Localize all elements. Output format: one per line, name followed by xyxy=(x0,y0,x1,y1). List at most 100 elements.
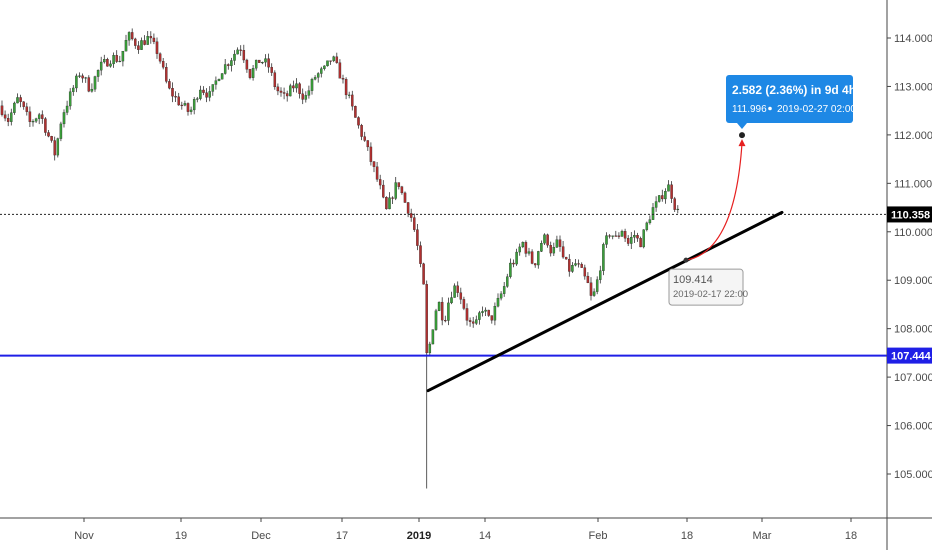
candle xyxy=(310,77,314,95)
price-tick-label: 110.000 xyxy=(894,227,932,239)
candle-body-down xyxy=(468,320,472,322)
candle xyxy=(400,185,404,195)
candle xyxy=(549,241,552,257)
last-price-flag: 110.358 xyxy=(887,206,932,223)
candle xyxy=(564,256,568,260)
candle xyxy=(103,54,106,64)
time-tick-label: 17 xyxy=(336,530,348,542)
projection-start-point[interactable] xyxy=(683,257,689,263)
candle xyxy=(84,76,87,83)
candle-body-down xyxy=(279,90,283,93)
candle xyxy=(267,53,270,73)
candle xyxy=(72,85,75,96)
projection-arrowhead xyxy=(738,139,746,147)
price-axis-ticks[interactable]: 105.000 106.000 107.000 108.000 109.000 110.0… xyxy=(887,33,932,481)
candle xyxy=(484,307,487,316)
candle xyxy=(589,277,593,301)
candle xyxy=(382,180,385,199)
candle-body-down xyxy=(239,49,242,51)
candle xyxy=(22,101,25,110)
candle xyxy=(19,94,22,108)
candle xyxy=(558,235,562,252)
candle xyxy=(465,303,469,326)
candle xyxy=(540,240,543,252)
candle-body-up xyxy=(220,73,224,80)
candle xyxy=(490,315,494,324)
candle xyxy=(530,249,534,265)
candle-body-down xyxy=(81,75,84,79)
candle xyxy=(258,59,261,63)
candle xyxy=(639,236,642,248)
candle-body-down xyxy=(372,161,376,167)
candle xyxy=(121,50,125,67)
candle xyxy=(168,78,171,90)
candle-body-up xyxy=(62,112,66,125)
candle-body-up xyxy=(481,311,484,313)
candle xyxy=(645,221,649,232)
candle-body-up xyxy=(592,291,596,296)
candle xyxy=(499,291,503,301)
price-tick-label: 109.000 xyxy=(894,275,932,287)
projection-end-point[interactable] xyxy=(739,132,745,139)
candle xyxy=(53,136,56,161)
candle-body-down xyxy=(360,125,363,137)
candle-body-up xyxy=(304,95,308,100)
price-tick-label: 107.000 xyxy=(894,372,932,384)
candle-body-down xyxy=(558,239,562,247)
candle-body-up xyxy=(611,235,614,237)
candle-body-down xyxy=(50,136,53,141)
candle-body-down xyxy=(416,229,419,246)
candle-body-down xyxy=(273,72,277,88)
candle-body-down xyxy=(636,235,639,239)
candle xyxy=(630,232,633,250)
candle xyxy=(571,262,574,273)
time-tick-label: 18 xyxy=(845,530,857,542)
projection-tooltip-value: 111.996 xyxy=(732,104,767,115)
candle xyxy=(651,203,655,220)
candle-body-up xyxy=(233,53,236,61)
candle xyxy=(335,52,339,64)
candle-body-up xyxy=(506,276,509,287)
time-tick-label: 2019 xyxy=(407,530,431,542)
projection-tooltip-change: 2.582 (2.36%) in 9d 4h xyxy=(732,83,856,97)
candle xyxy=(106,57,109,67)
time-axis-ticks[interactable]: Nov 19 Dec 17 2019 14 Feb 18 Mar 18 xyxy=(74,518,857,542)
candle xyxy=(25,102,29,116)
candle xyxy=(152,33,156,45)
candle xyxy=(87,75,91,93)
candle-body-down xyxy=(168,81,171,89)
candle xyxy=(174,91,177,102)
candle-body-down xyxy=(608,235,611,237)
candle-body-down xyxy=(589,282,593,296)
candle-body-down xyxy=(338,62,342,79)
candle xyxy=(316,72,320,83)
candle-body-down xyxy=(583,267,587,277)
candle xyxy=(137,41,140,54)
candle-body-up xyxy=(307,90,311,96)
candle-body-down xyxy=(462,299,466,309)
candle xyxy=(378,174,382,190)
candle-body-down xyxy=(171,88,174,97)
trendline[interactable] xyxy=(426,210,784,393)
candle xyxy=(608,234,611,239)
candle-body-up xyxy=(223,64,227,74)
candle-body-up xyxy=(310,79,314,91)
candle xyxy=(341,74,345,84)
candle xyxy=(248,68,252,80)
candle-body-up xyxy=(84,77,87,79)
candle xyxy=(642,229,645,249)
candle-body-up xyxy=(518,246,521,253)
candle-body-up xyxy=(648,219,652,224)
candle xyxy=(623,228,627,242)
projection-start-date: 2019-02-17 22:00 xyxy=(673,289,748,300)
candle-body-down xyxy=(341,78,345,80)
candle-body-up xyxy=(450,297,453,304)
candle xyxy=(149,31,153,44)
candle-body-down xyxy=(41,114,44,119)
candle xyxy=(636,232,639,242)
candle-body-up xyxy=(332,56,335,62)
projection-arrow[interactable] xyxy=(685,143,743,261)
candle xyxy=(93,75,97,92)
candle-body-up xyxy=(90,89,94,92)
